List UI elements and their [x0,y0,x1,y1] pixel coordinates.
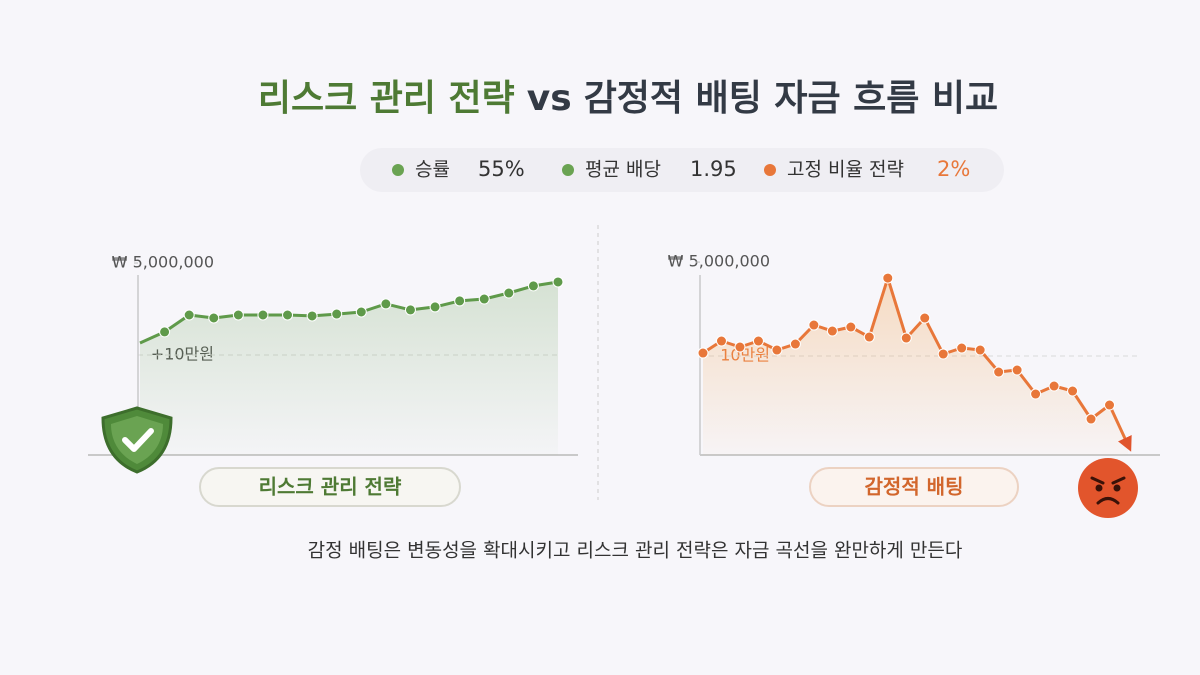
point [771,344,783,356]
chart-label-pill [809,467,1019,507]
point [552,276,564,288]
point [697,347,709,359]
point [993,366,1005,378]
point [1104,399,1116,411]
point [257,309,269,321]
point [845,321,857,333]
area [140,282,558,455]
stat-value: 1.95 [690,157,737,181]
point [404,304,416,316]
chart-label: 감정적 배팅 [865,475,964,499]
caption: 감정 배팅은 변동성을 확대시키고 리스크 관리 전략은 자금 곡선을 완만하게… [308,540,963,562]
point [380,298,392,310]
point [826,325,838,337]
title: 리스크 관리 전략 vs 감정적 배팅 자금 흐름 비교 [258,78,998,119]
stat-label: 고정 비율 전략 [787,159,904,181]
stat-label: 승률 [415,159,450,181]
point [752,335,764,347]
y-tick-label: ₩ 5,000,000 [112,253,214,272]
point [937,348,949,360]
point [1067,385,1079,397]
chart-label-pill [199,467,461,507]
stat-dot [392,164,404,176]
point [900,332,912,344]
point [1048,380,1060,392]
stats-pill [360,148,1004,192]
point [882,272,894,284]
point [1030,388,1042,400]
title-part: vs [527,78,572,119]
point [974,344,986,356]
title-part: 감정적 배팅 자금 흐름 비교 [584,78,998,119]
point [863,331,875,343]
stat-value: 2% [937,157,970,181]
stat-label: 평균 배당 [585,159,661,181]
stat-value: 55% [478,157,525,181]
point [956,342,968,354]
point [208,312,220,324]
y-tick-label: ₩ 5,000,000 [668,252,770,271]
point [1011,364,1023,376]
point [454,295,466,307]
point [503,287,515,299]
title-part: 리스크 관리 전략 [258,78,515,119]
point [282,309,294,321]
chart-label: 리스크 관리 전략 [259,475,402,499]
point [232,309,244,321]
point [789,338,801,350]
point [183,309,195,321]
stat-dot [562,164,574,176]
stat-dot [764,164,776,176]
area [703,278,1128,455]
charts: ₩ 5,000,000+10만원₩ 5,000,00010만원 [88,252,1160,456]
point [429,301,441,313]
shield-icon [101,406,173,474]
point [715,335,727,347]
point [808,319,820,331]
point [159,326,171,338]
point [734,341,746,353]
angry-face-icon [1078,458,1138,518]
point [919,312,931,324]
point [355,306,367,318]
point [306,310,318,322]
point [527,280,539,292]
point [1085,413,1097,425]
point [331,308,343,320]
point [478,293,490,305]
